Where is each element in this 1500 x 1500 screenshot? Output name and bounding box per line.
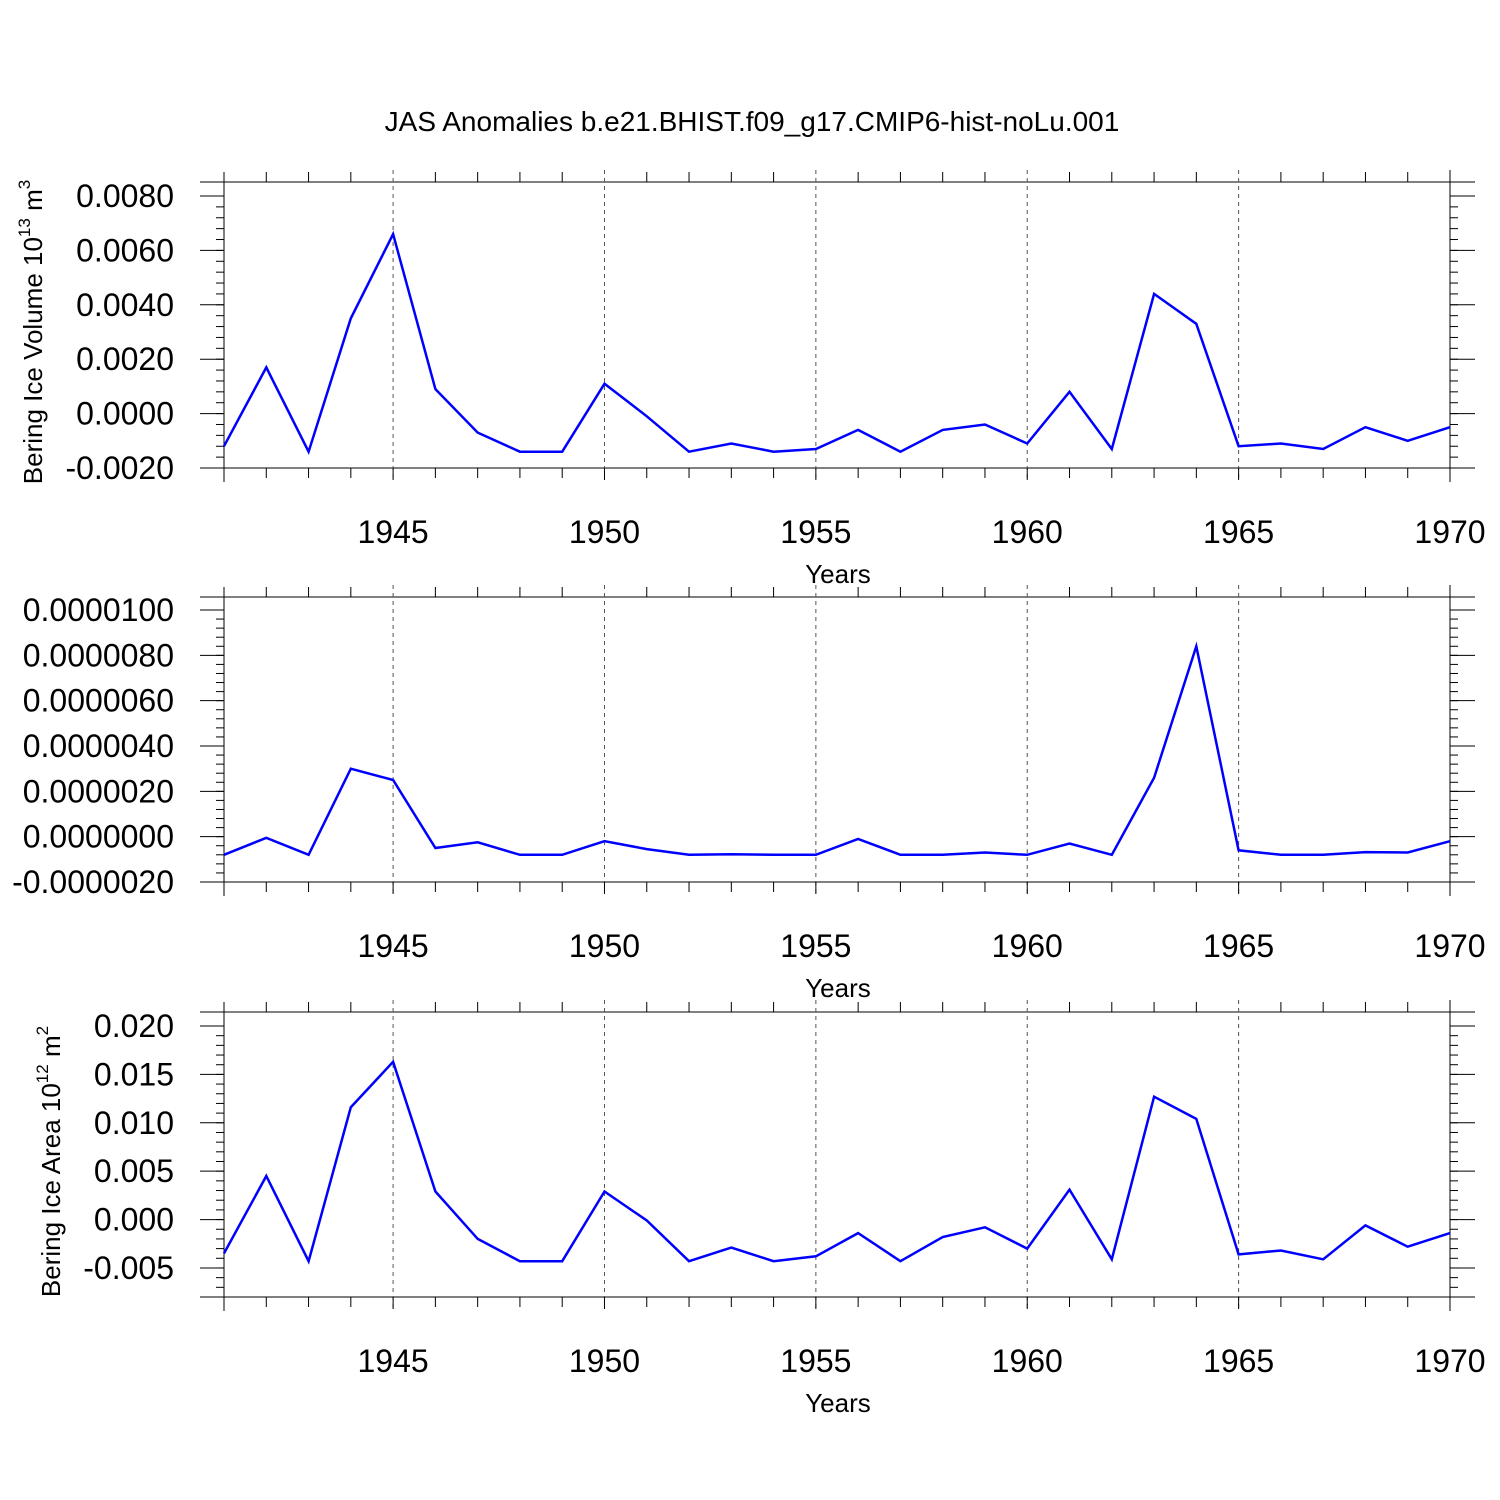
x-tick-label: 1950	[569, 1343, 640, 1379]
series-line	[222, 230, 1451, 456]
x-tick-label: 1965	[1203, 514, 1274, 550]
x-axis-title: Years	[805, 559, 871, 589]
y-tick-label: 0.015	[94, 1056, 174, 1092]
x-tick-label: 1965	[1203, 928, 1274, 964]
y-tick-label: 0.020	[94, 1008, 174, 1044]
y-tick-label: 0.0040	[76, 287, 174, 323]
y-tick-label: 0.0020	[76, 341, 174, 377]
y-tick-label: 0.010	[94, 1105, 174, 1141]
x-tick-label: 1970	[1414, 514, 1485, 550]
x-tick-label: 1945	[358, 514, 429, 550]
x-tick-label: 1955	[780, 514, 851, 550]
y-tick-label: 0.0000080	[23, 637, 174, 673]
x-tick-label: 1950	[569, 928, 640, 964]
series-line	[223, 641, 1451, 857]
x-tick-label: 1965	[1203, 1343, 1274, 1379]
y-tick-label: 0.0000020	[23, 773, 174, 809]
x-axis-title: Years	[805, 973, 871, 1003]
x-tick-label: 1960	[992, 514, 1063, 550]
y-tick-label: -0.0000020	[12, 864, 174, 900]
x-tick-label: 1960	[992, 928, 1063, 964]
series-line	[222, 1059, 1451, 1265]
y-tick-label: 0.0000100	[23, 592, 174, 628]
x-tick-label: 1970	[1414, 1343, 1485, 1379]
x-tick-label: 1955	[780, 928, 851, 964]
y-tick-label: 0.0060	[76, 232, 174, 268]
x-axis-title: Years	[805, 1388, 871, 1418]
chart-panel-2: 1945 1950 1955 1960 1965 1970 -0.0000020 0.0000…	[12, 585, 1486, 1003]
x-tick-label: 1950	[569, 514, 640, 550]
y-tick-label: 0.0080	[76, 178, 174, 214]
y-tick-label: -0.0020	[65, 450, 174, 486]
x-tick-label: 1945	[358, 1343, 429, 1379]
y-axis-title: Bering Ice Volume 1013 m3	[15, 180, 48, 484]
y-tick-label: -0.005	[83, 1250, 174, 1286]
chart-panels: 1945 1950 1955 1960 1965 1970 -0.0020 0.0000 0.0…	[12, 170, 1486, 1418]
x-tick-label: 1955	[780, 1343, 851, 1379]
y-tick-label: 0.005	[94, 1153, 174, 1189]
y-tick-label: 0.000	[94, 1202, 174, 1238]
y-tick-label: 0.0000000	[23, 819, 174, 855]
chart-panel-1: 1945 1950 1955 1960 1965 1970 -0.0020 0.0000 0.0…	[15, 170, 1486, 589]
chart-panel-3: 1945 1950 1955 1960 1965 1970 -0.005 0.000 0.005…	[33, 1000, 1486, 1418]
x-tick-label: 1945	[358, 928, 429, 964]
x-tick-label: 1960	[992, 1343, 1063, 1379]
x-tick-label: 1970	[1414, 928, 1485, 964]
y-tick-label: 0.0000040	[23, 728, 174, 764]
y-axis-title: Bering Ice Area 1012 m2	[33, 1026, 66, 1297]
y-tick-label: 0.0000	[76, 396, 174, 432]
chart-title: JAS Anomalies b.e21.BHIST.f09_g17.CMIP6-…	[385, 106, 1120, 137]
y-tick-label: 0.0000060	[23, 683, 174, 719]
